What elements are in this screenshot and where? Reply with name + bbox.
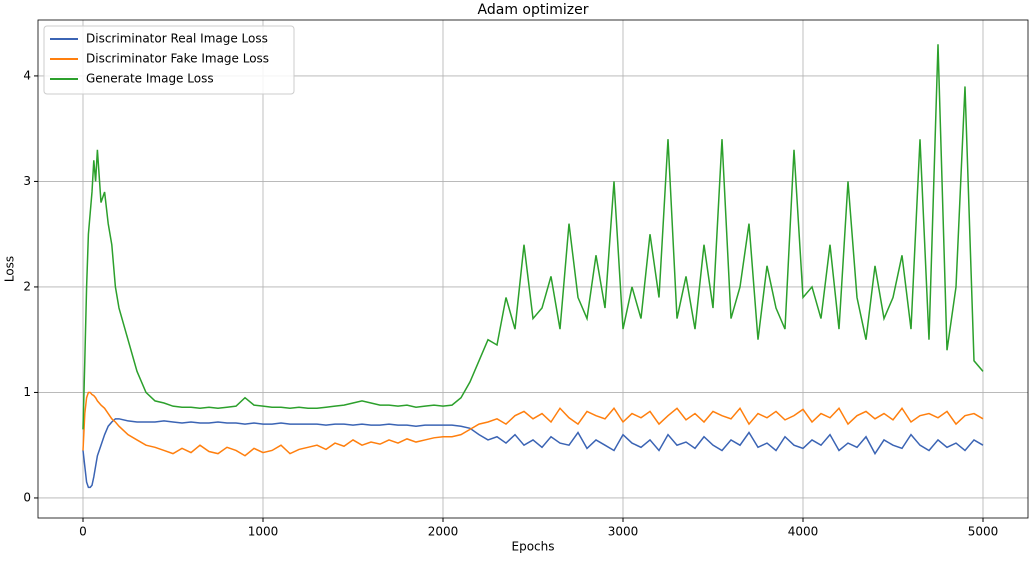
- series-line: [82, 418, 984, 489]
- y-tick-label: 2: [23, 279, 31, 293]
- legend-label: Discriminator Real Image Loss: [86, 32, 268, 46]
- y-axis-label: Loss: [3, 256, 17, 282]
- y-tick-label: 3: [23, 174, 31, 188]
- x-tick-label: 2000: [428, 525, 459, 539]
- series-line: [82, 44, 984, 430]
- plot-frame: [37, 19, 1029, 519]
- series-line: [82, 391, 984, 457]
- legend-label: Generate Image Loss: [86, 72, 214, 86]
- legend-label: Discriminator Fake Image Loss: [86, 52, 269, 66]
- x-tick-label: 1000: [248, 525, 279, 539]
- y-tick-label: 1: [23, 385, 31, 399]
- x-tick-label: 5000: [968, 525, 999, 539]
- x-tick-label: 4000: [788, 525, 819, 539]
- chart-title: Adam optimizer: [478, 2, 589, 18]
- y-tick-label: 0: [23, 490, 31, 504]
- x-tick-label: 3000: [608, 525, 639, 539]
- legend-box: [43, 25, 295, 95]
- x-tick-label: 0: [79, 525, 87, 539]
- y-tick-label: 4: [23, 68, 31, 82]
- x-axis-label: Epochs: [512, 540, 555, 554]
